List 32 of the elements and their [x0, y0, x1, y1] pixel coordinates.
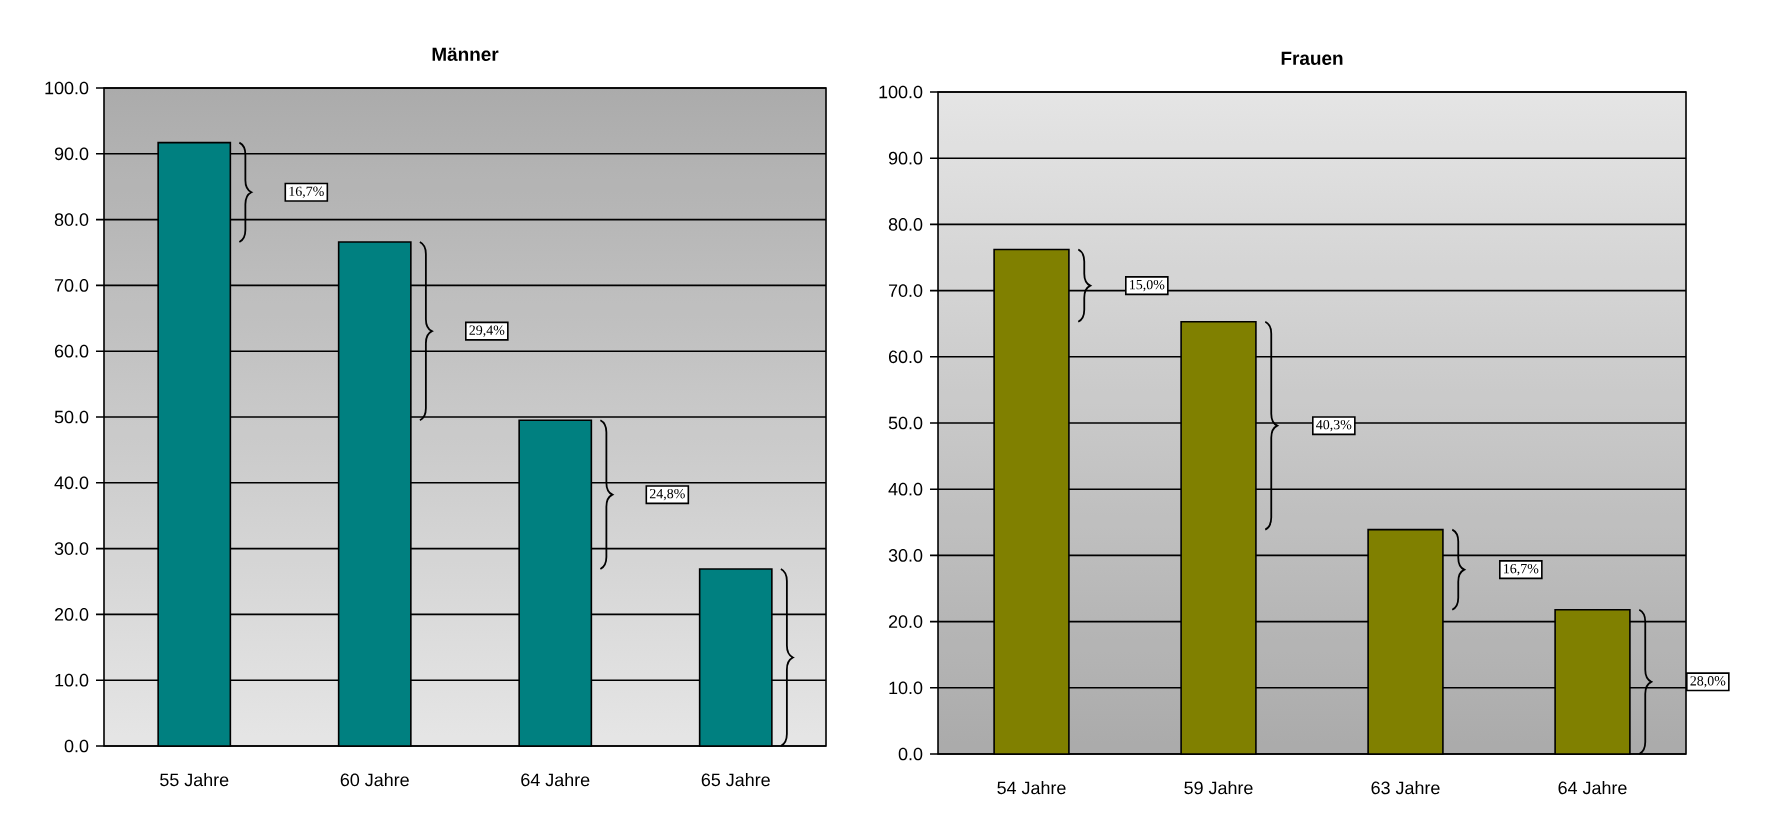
y-tick-label: 50.0 [54, 410, 89, 424]
x-tick-label: 63 Jahre [1371, 781, 1440, 795]
y-tick-label: 80.0 [54, 213, 89, 226]
x-tick-label: 64 Jahre [521, 773, 590, 787]
y-tick-label: 60.0 [888, 350, 923, 364]
x-tick-label: 65 Jahre [701, 773, 770, 787]
chart-title: Männer [432, 47, 499, 61]
y-tick-label: 70.0 [888, 284, 923, 297]
y-tick-label: 80.0 [888, 218, 923, 231]
x-tick-label: 55 Jahre [160, 773, 229, 787]
y-tick-label: 60.0 [54, 344, 89, 358]
x-tick-label: 60 Jahre [340, 773, 409, 787]
y-tick-label: 100.0 [45, 81, 89, 95]
y-tick-label: 10.0 [889, 681, 923, 695]
y-tick-label: 90.0 [888, 151, 923, 165]
y-tick-label: 0.0 [64, 739, 89, 753]
x-tick-label: 59 Jahre [1184, 781, 1253, 795]
y-tick-label: 20.0 [54, 608, 89, 621]
y-tick-label: 0.0 [898, 747, 923, 761]
y-tick-label: 50.0 [888, 416, 923, 430]
y-tick-label: 20.0 [888, 615, 923, 628]
y-tick-label: 40.0 [54, 476, 89, 490]
y-tick-label: 30.0 [888, 549, 923, 562]
chart-title: Frauen [1281, 51, 1343, 65]
x-tick-label: 54 Jahre [997, 781, 1066, 795]
y-tick-label: 40.0 [888, 482, 923, 496]
y-tick-label: 70.0 [54, 279, 89, 292]
y-tick-label: 100.0 [879, 85, 923, 99]
x-tick-label: 64 Jahre [1558, 781, 1627, 795]
y-tick-label: 10.0 [55, 673, 89, 687]
y-tick-label: 30.0 [54, 542, 89, 555]
y-tick-label: 90.0 [54, 147, 89, 161]
